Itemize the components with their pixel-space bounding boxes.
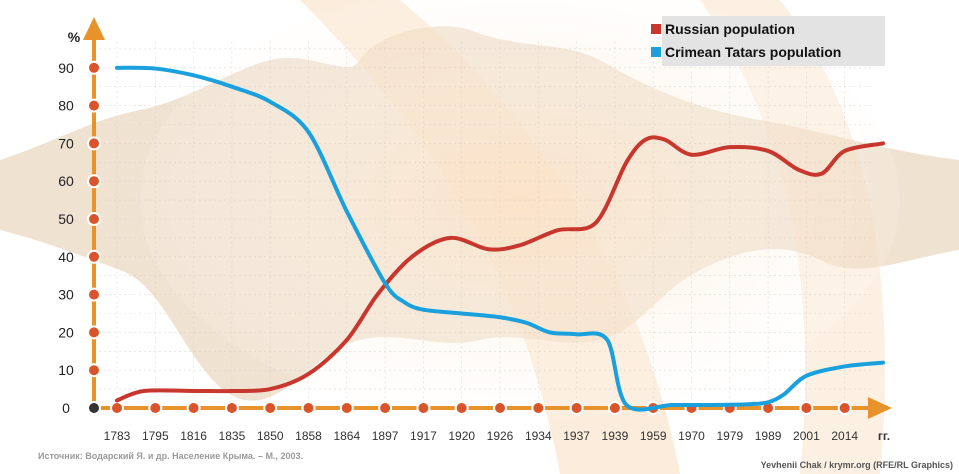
x-tick-label: 1959 <box>640 429 667 443</box>
x-tick-label: 1864 <box>333 429 360 443</box>
x-tick-dot <box>493 401 507 415</box>
x-tick-label: 1858 <box>295 429 322 443</box>
legend-swatch-tatars <box>651 46 661 57</box>
y-axis-label: % <box>68 29 81 45</box>
x-tick-dot <box>837 401 852 415</box>
x-tick-label: 1917 <box>410 429 437 443</box>
y-tick-dot <box>87 174 101 189</box>
x-tick-label: 1897 <box>372 429 399 443</box>
legend-swatch-russian <box>651 23 661 34</box>
x-tick-dot <box>301 401 316 415</box>
x-tick-label: 2001 <box>793 429 820 443</box>
y-tick-label: 70 <box>58 135 74 151</box>
x-tick-label: 1920 <box>448 429 475 443</box>
y-tick-dot <box>87 98 101 113</box>
y-tick-dot <box>87 136 101 151</box>
x-tick-dot <box>799 401 814 415</box>
x-tick-dot <box>339 401 354 415</box>
x-tick-label: 1939 <box>602 429 629 443</box>
series-line-tatars <box>115 65 885 412</box>
x-tick-label: 1937 <box>563 429 590 443</box>
x-tick-label: 1989 <box>755 429 782 443</box>
y-tick-dot <box>87 287 101 302</box>
series-line-russian <box>115 135 885 403</box>
x-tick-label: 1795 <box>142 429 169 443</box>
credit: Yevhenii Chak / krymr.org (RFE/RL Graphi… <box>760 460 953 470</box>
y-tick-label: 50 <box>58 211 74 227</box>
legend-item-tatars: Crimean Tatars population <box>651 41 885 62</box>
x-tick-label: 1835 <box>219 429 246 443</box>
y-tick-label: 10 <box>58 362 74 378</box>
legend: Russian population Crimean Tatars popula… <box>651 16 885 66</box>
y-tick-label: 40 <box>58 249 74 265</box>
legend-label-russian: Russian population <box>665 20 795 37</box>
x-tick-label: 1816 <box>180 429 207 443</box>
x-tick-dot <box>531 401 546 415</box>
grid <box>94 41 875 408</box>
x-tick-label: 1979 <box>716 429 743 443</box>
y-tick-dot <box>87 363 101 378</box>
y-tick-dot <box>87 249 101 264</box>
x-tick-dot <box>416 401 431 415</box>
y-tick-label: 80 <box>58 98 74 114</box>
x-tick-dot <box>148 401 163 415</box>
x-tick-label: 1850 <box>257 429 284 443</box>
y-tick-label: 90 <box>58 60 74 76</box>
x-tick-dot <box>186 401 201 415</box>
x-tick-label: 1926 <box>487 429 514 443</box>
x-tick-dot <box>607 401 622 415</box>
series-group <box>115 65 885 412</box>
x-tick-label: 1970 <box>678 429 705 443</box>
y-axis-arrow <box>83 17 105 40</box>
x-tick-dot <box>110 401 124 415</box>
x-tick-dot <box>224 401 239 415</box>
legend-item-russian: Russian population <box>651 18 885 39</box>
x-tick-label: 2014 <box>831 429 858 443</box>
y-tick-label: 0 <box>62 400 70 416</box>
source-note: Источник: Водарский Я. и др. Население К… <box>38 451 303 461</box>
x-axis-label: гг. <box>878 429 890 443</box>
x-tick-label: 1783 <box>104 429 131 443</box>
glow-shape <box>140 0 900 420</box>
origin-dot <box>87 401 101 415</box>
y-tick-dot <box>87 212 101 226</box>
x-axis-arrow <box>868 397 892 419</box>
y-tick-label: 20 <box>58 324 74 340</box>
y-tick-label: 30 <box>58 287 74 303</box>
y-tick-dot <box>87 325 101 340</box>
tick-labels: 0 10 20 30 40 50 60 70 80 90% 1783 1795 1816 1835 1850… <box>58 29 890 443</box>
x-tick-dot <box>263 401 278 415</box>
y-tick-dot <box>87 60 101 75</box>
y-tick-label: 60 <box>58 173 74 189</box>
x-tick-dot <box>454 401 469 415</box>
x-tick-dot <box>378 401 393 415</box>
x-tick-dot <box>569 401 584 415</box>
x-tick-label: 1934 <box>525 429 552 443</box>
legend-label-tatars: Crimean Tatars population <box>665 43 842 60</box>
